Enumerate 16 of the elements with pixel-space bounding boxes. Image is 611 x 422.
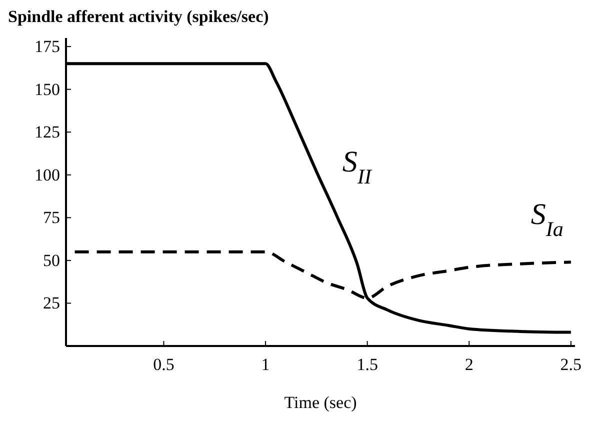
- x-tick-label: 1.5: [356, 355, 378, 374]
- chart-title: Spindle afferent activity (spikes/sec): [8, 7, 269, 26]
- x-axis-title: Time (sec): [284, 393, 357, 412]
- x-tick-label: 1: [261, 355, 270, 374]
- y-tick-label: 50: [43, 250, 60, 270]
- x-tick-label: 0.5: [153, 355, 174, 374]
- y-tick-label: 25: [43, 294, 60, 313]
- x-tick-label: 2.5: [560, 355, 582, 374]
- y-tick-label: 150: [34, 80, 60, 99]
- series-label: S$_{Ia}$: [530, 198, 564, 242]
- y-tick-label: 175: [34, 36, 60, 56]
- y-tick-label: 125: [34, 122, 60, 142]
- x-tick-label: 2: [464, 355, 474, 374]
- series-label: S$_{II}$: [342, 145, 372, 188]
- y-tick-label: 75: [43, 208, 60, 228]
- y-tick-label: 100: [34, 165, 60, 184]
